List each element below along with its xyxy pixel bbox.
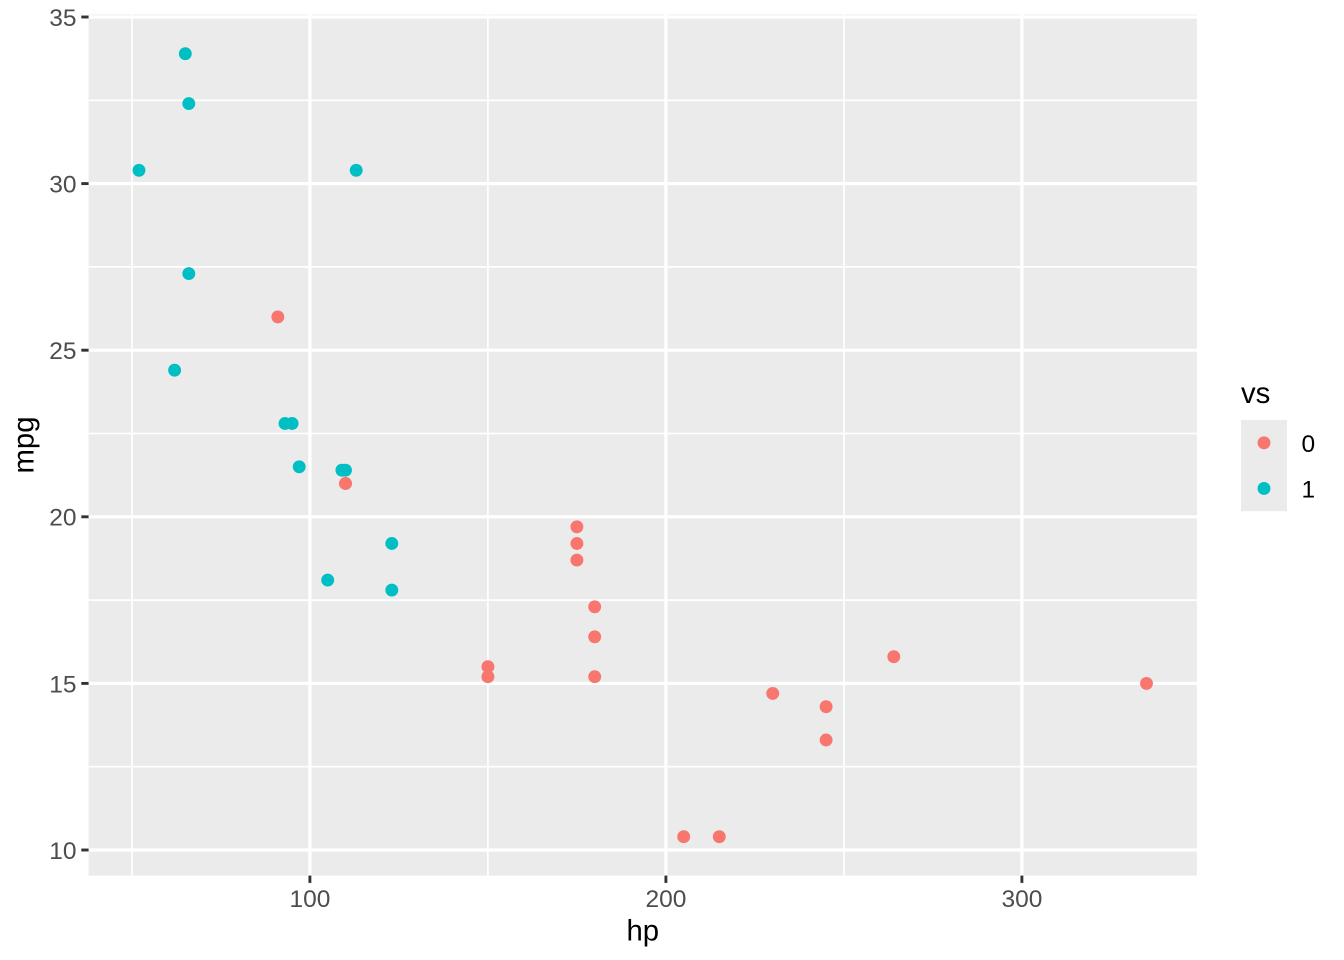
svg-text:20: 20 bbox=[49, 505, 76, 532]
svg-text:15: 15 bbox=[49, 671, 76, 698]
svg-text:35: 35 bbox=[49, 5, 76, 32]
svg-text:100: 100 bbox=[289, 886, 330, 913]
svg-text:mpg: mpg bbox=[8, 417, 41, 474]
svg-text:vs: vs bbox=[1241, 377, 1270, 410]
svg-text:10: 10 bbox=[49, 838, 76, 865]
svg-text:25: 25 bbox=[49, 338, 76, 365]
svg-text:200: 200 bbox=[645, 886, 686, 913]
svg-text:300: 300 bbox=[1001, 886, 1042, 913]
svg-text:1: 1 bbox=[1302, 477, 1316, 504]
svg-text:hp: hp bbox=[627, 915, 660, 948]
svg-text:30: 30 bbox=[49, 172, 76, 199]
svg-text:0: 0 bbox=[1302, 431, 1316, 458]
